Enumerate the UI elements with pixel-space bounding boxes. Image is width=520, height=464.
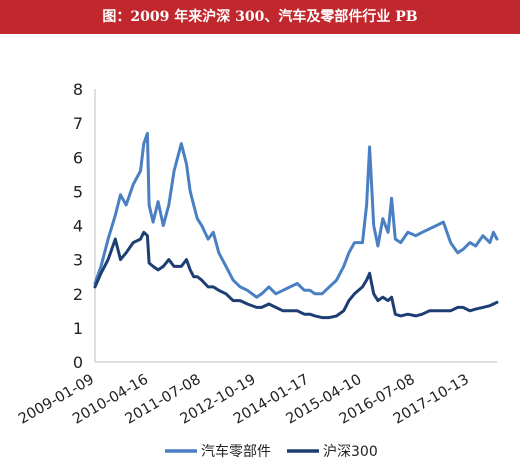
- y-tick-label: 8: [73, 80, 83, 99]
- y-tick-label: 7: [73, 114, 83, 133]
- line-chart: 0 1 2 3 4 5 6 7 8 2009-01-092010-04-162011-07-08…: [16, 80, 499, 460]
- series-layer: [93, 131, 499, 320]
- legend: 汽车零部件 沪深300: [165, 443, 378, 460]
- x-axis: 2009-01-092010-04-162011-07-082012-10-19…: [16, 361, 497, 428]
- chart-title: 图：2009 年来沪深 300、汽车及零部件行业 PB: [102, 9, 418, 25]
- y-tick-label: 4: [73, 217, 83, 236]
- y-tick-label: 3: [73, 251, 83, 270]
- legend-label: 沪深300: [323, 444, 378, 460]
- y-tick-label: 6: [73, 148, 83, 167]
- y-tick-label: 5: [73, 182, 83, 201]
- y-tick-label: 1: [73, 319, 83, 338]
- series-line-0: [93, 131, 499, 299]
- legend-label: 汽车零部件: [201, 443, 271, 460]
- y-tick-label: 0: [73, 353, 83, 372]
- series-line-1: [93, 230, 499, 320]
- y-tick-label: 2: [73, 285, 83, 304]
- y-axis: 0 1 2 3 4 5 6 7 8: [73, 80, 96, 372]
- title-bar: [0, 0, 520, 34]
